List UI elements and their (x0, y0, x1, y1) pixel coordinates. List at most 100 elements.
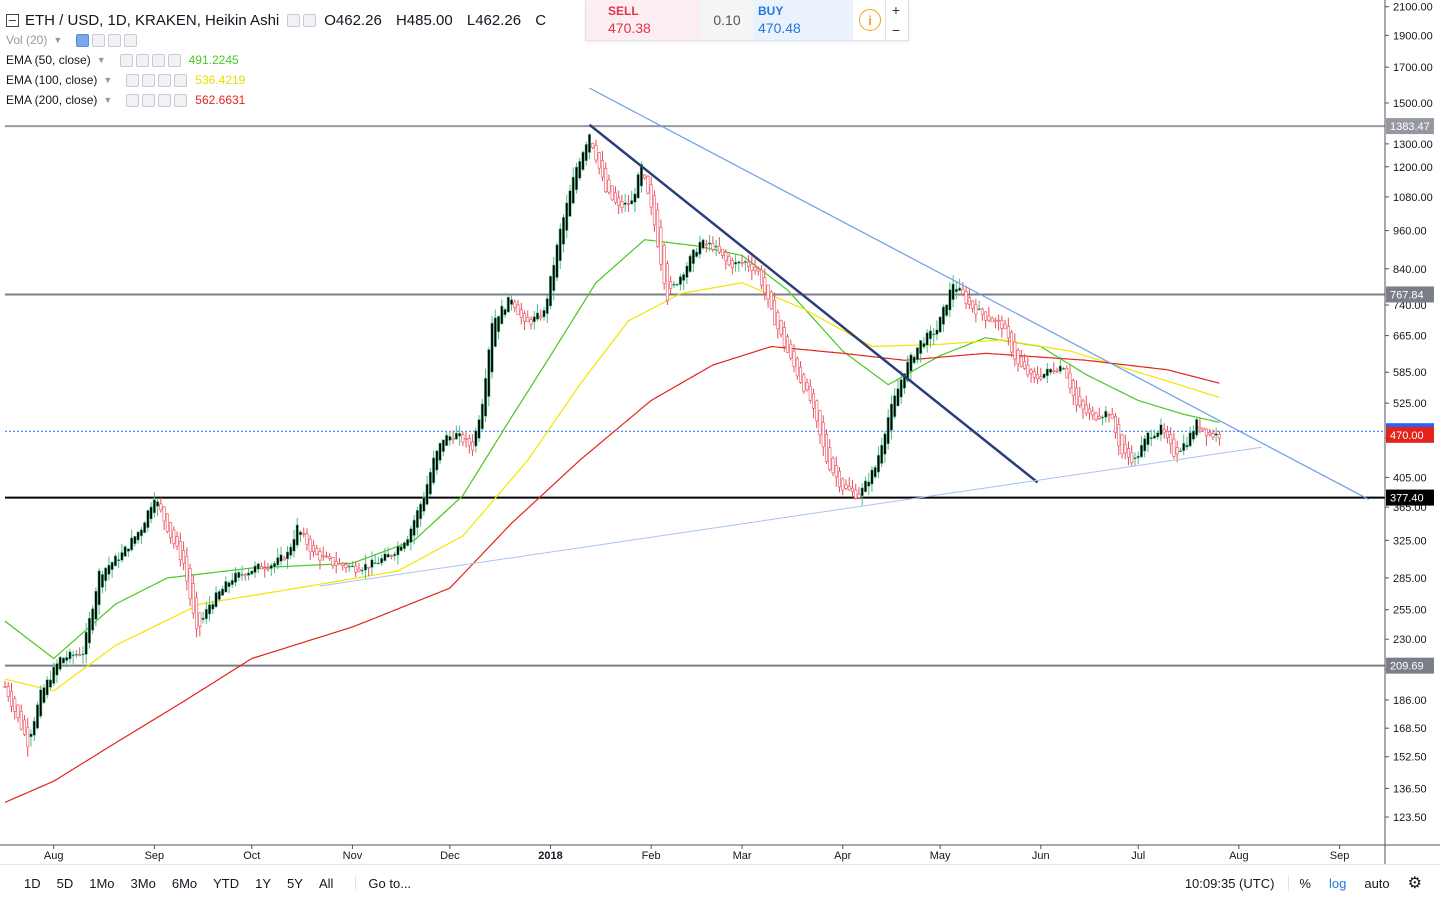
candle-body (549, 275, 553, 307)
candle-body (1084, 404, 1088, 414)
eye-icon[interactable] (76, 33, 90, 47)
timeframe-1mo[interactable]: 1Mo (89, 875, 115, 891)
candle-body (1104, 410, 1108, 418)
y-tick-label: 585.00 (1393, 367, 1427, 379)
candle-body (808, 386, 812, 401)
percent-scale-button[interactable]: % (1299, 875, 1311, 891)
buy-button[interactable]: BUY 470.48 (753, 0, 853, 40)
candle-body (623, 202, 627, 205)
settings-icon[interactable] (142, 73, 156, 87)
candle-body (409, 528, 413, 543)
candle-body (1195, 419, 1199, 436)
chevron-down-icon[interactable]: ▼ (103, 95, 113, 105)
add-icon[interactable] (158, 73, 172, 87)
candle-body (87, 617, 91, 644)
candle-body (107, 564, 111, 575)
timeframe-all[interactable]: All (318, 875, 334, 891)
eye-icon[interactable] (126, 93, 140, 107)
candle-body (84, 631, 88, 655)
candle-body (844, 484, 848, 489)
candle-body (857, 493, 861, 499)
log-scale-button[interactable]: log (1328, 875, 1347, 891)
candle-body (1036, 374, 1040, 380)
candle-body (941, 306, 945, 325)
candle-body (1146, 432, 1150, 446)
candle-body (815, 400, 819, 422)
candle-body (997, 319, 1001, 322)
candle-body (695, 251, 699, 257)
candle-body (165, 513, 169, 532)
candle-body (915, 347, 919, 361)
candle-body (899, 379, 903, 398)
utc-clock[interactable]: 10:09:35 (UTC) (1185, 875, 1290, 891)
eye-icon[interactable] (126, 73, 140, 87)
symbol-title[interactable]: ETH / USD, 1D, KRAKEN, Heikin Ashi (25, 11, 280, 29)
settings-icon[interactable] (303, 13, 317, 27)
candle-body (594, 145, 598, 161)
timeframe-ytd[interactable]: YTD (213, 875, 240, 891)
candle-body (139, 529, 143, 537)
x-tick-label: Jun (1032, 850, 1050, 862)
indicator-value: 491.2245 (188, 53, 239, 67)
candle-body (1217, 434, 1221, 439)
candle-body (873, 467, 877, 478)
indicator-vol[interactable]: Vol (20) ▼ (6, 30, 556, 50)
gear-icon[interactable]: ⚙ (1407, 875, 1422, 892)
plus-icon[interactable]: + (891, 2, 901, 18)
chevron-down-icon[interactable]: ▼ (53, 35, 63, 45)
settings-icon[interactable] (142, 93, 156, 107)
timeframe-1y[interactable]: 1Y (255, 875, 272, 891)
indicator-ema200[interactable]: EMA (200, close) ▼ 562.6631 (6, 90, 556, 110)
goto-button[interactable]: Go to... (355, 875, 411, 891)
timeframe-5d[interactable]: 5D (56, 875, 74, 891)
eye-icon[interactable] (119, 53, 133, 67)
timeframe-1d[interactable]: 1D (24, 875, 41, 891)
indicator-ema50[interactable]: EMA (50, close) ▼ 491.2245 (6, 50, 556, 70)
add-icon[interactable] (151, 53, 165, 67)
chevron-down-icon[interactable]: ▼ (96, 55, 106, 65)
close-icon[interactable] (174, 93, 188, 107)
candle-body (354, 565, 358, 573)
candle-body (279, 554, 283, 562)
candle-body (227, 582, 231, 588)
indicator-controls (126, 93, 188, 107)
indicator-ema100[interactable]: EMA (100, close) ▼ 536.4219 (6, 70, 556, 90)
collapse-icon[interactable] (6, 13, 19, 27)
indicator-value: 562.6631 (195, 93, 246, 107)
close-icon[interactable] (167, 53, 181, 67)
y-tick-label: 1900.00 (1393, 30, 1433, 42)
close-icon[interactable] (124, 33, 138, 47)
candle-body (912, 356, 916, 364)
sell-button[interactable]: SELL 470.38 (586, 0, 701, 40)
close-icon[interactable] (174, 73, 188, 87)
chevron-down-icon[interactable]: ▼ (103, 75, 113, 85)
settings-icon[interactable] (135, 53, 149, 67)
candle-body (42, 687, 46, 703)
price-chart[interactable]: 2100.00 1900.00 1700.00 1500.00 1300.00 1200.… (0, 0, 1440, 864)
auto-scale-button[interactable]: auto (1364, 875, 1390, 891)
y-tick-label: 740.00 (1393, 300, 1427, 312)
add-icon[interactable] (108, 33, 122, 47)
candle-body (883, 433, 887, 455)
x-tick-label: Dec (440, 850, 460, 862)
minus-icon[interactable]: − (891, 22, 901, 38)
candle-body (536, 312, 540, 320)
info-button[interactable]: i (855, 0, 885, 40)
candle-body (78, 654, 82, 656)
candle-body (717, 245, 721, 253)
settings-icon[interactable] (92, 33, 106, 47)
eye-icon[interactable] (287, 13, 301, 27)
timeframe-6mo[interactable]: 6Mo (171, 875, 198, 891)
candle-body (1214, 433, 1218, 436)
last-price-label: 470.00 (1390, 430, 1424, 442)
timeframe-3mo[interactable]: 3Mo (130, 875, 156, 891)
candle-body (435, 450, 439, 471)
add-icon[interactable] (158, 93, 172, 107)
candle-body (269, 565, 273, 569)
timeframe-5y[interactable]: 5Y (287, 875, 303, 891)
candle-body (1178, 450, 1182, 452)
candle-body (825, 434, 829, 462)
candle-body (847, 486, 851, 491)
candle-body (201, 617, 205, 620)
candle-body (295, 524, 299, 546)
